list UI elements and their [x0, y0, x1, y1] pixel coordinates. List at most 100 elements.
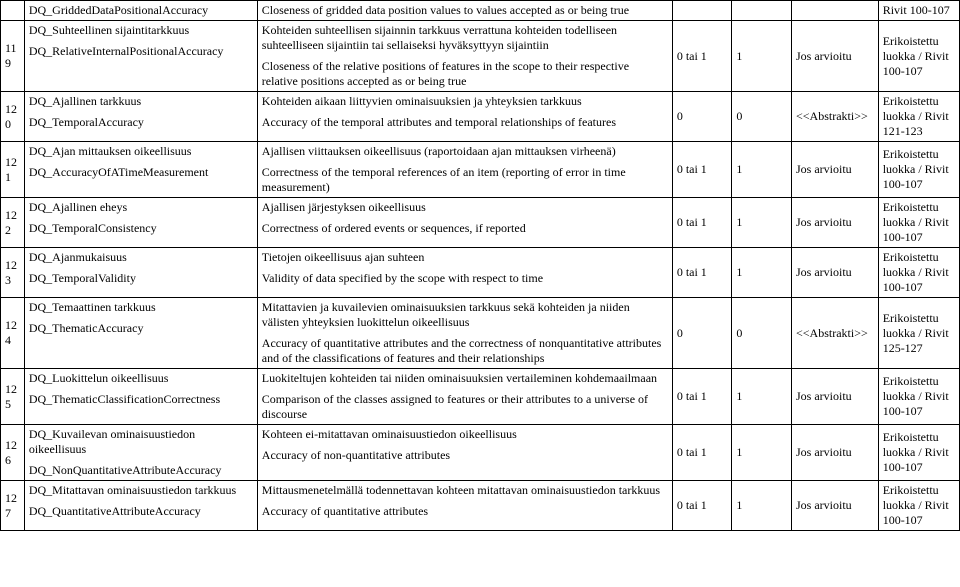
cell-c4	[732, 1, 792, 21]
table-row: DQ_GriddedDataPositionalAccuracy Closenes…	[1, 1, 960, 21]
cell-c3	[672, 1, 732, 21]
desc-en: Correctness of ordered events or sequenc…	[262, 221, 668, 236]
name-en: DQ_ThematicClassificationCorrectness	[29, 392, 253, 407]
row-number: 126	[1, 425, 25, 481]
name-en: DQ_QuantitativeAttributeAccuracy	[29, 504, 253, 519]
desc-en: Closeness of the relative positions of f…	[262, 59, 668, 89]
desc-en: Comparison of the classes assigned to fe…	[262, 392, 668, 422]
cell-desc: Tietojen oikeellisuus ajan suhteen Validi…	[257, 248, 672, 298]
row-number: 127	[1, 481, 25, 531]
cell-c3: 0 tai 1	[672, 481, 732, 531]
table-row: 123DQ_AjanmukaisuusDQ_TemporalValidityTi…	[1, 248, 960, 298]
cell-c3: 0 tai 1	[672, 425, 732, 481]
desc-fi: Kohteiden suhteellisen sijainnin tarkkuu…	[262, 23, 668, 53]
row-number: 125	[1, 369, 25, 425]
name-fi: DQ_GriddedDataPositionalAccuracy	[29, 3, 253, 18]
name-en: DQ_TemporalValidity	[29, 271, 253, 286]
desc-fi: Ajallisen järjestyksen oikeellisuus	[262, 200, 668, 215]
name-fi: DQ_Ajallinen eheys	[29, 200, 253, 215]
cell-c5: Jos arvioitu	[792, 198, 879, 248]
desc-fi: Luokiteltujen kohteiden tai niiden omina…	[262, 371, 668, 386]
cell-c6: Erikoistettu luokka / Rivit 100-107	[878, 248, 959, 298]
cell-c6: Erikoistettu luokka / Rivit 100-107	[878, 21, 959, 92]
desc-fi: Mittausmenetelmällä todennettavan kohtee…	[262, 483, 668, 498]
name-en: DQ_TemporalAccuracy	[29, 115, 253, 130]
cell-c5: Jos arvioitu	[792, 248, 879, 298]
cell-c5: Jos arvioitu	[792, 142, 879, 198]
table-row: 120 DQ_Ajallinen tarkkuus DQ_TemporalAccur…	[1, 92, 960, 142]
name-fi: DQ_Temaattinen tarkkuus	[29, 300, 253, 315]
cell-c3: 0 tai 1	[672, 198, 732, 248]
desc-en: Accuracy of the temporal attributes and …	[262, 115, 668, 130]
cell-c5: Jos arvioitu	[792, 369, 879, 425]
name-fi: DQ_Ajallinen tarkkuus	[29, 94, 253, 109]
table-row: 122 DQ_Ajallinen eheys DQ_TemporalConsiste…	[1, 198, 960, 248]
cell-c6: Erikoistettu luokka / Rivit 100-107	[878, 369, 959, 425]
cell-c6: Erikoistettu luokka / Rivit 100-107	[878, 481, 959, 531]
cell-c4: 1	[732, 369, 792, 425]
desc-fi: Closeness of gridded data position value…	[262, 3, 668, 18]
cell-c3: 0	[672, 298, 732, 369]
desc-fi: Tietojen oikeellisuus ajan suhteen	[262, 250, 668, 265]
cell-c5: Jos arvioitu	[792, 481, 879, 531]
cell-name: DQ_Temaattinen tarkkuus DQ_ThematicAccura…	[24, 298, 257, 369]
cell-c6: Erikoistettu luokka / Rivit 100-107	[878, 142, 959, 198]
cell-c5: <<Abstrakti>>	[792, 298, 879, 369]
cell-c3: 0	[672, 92, 732, 142]
cell-c6: Erikoistettu luokka / Rivit 100-107	[878, 198, 959, 248]
cell-c5: Jos arvioitu	[792, 21, 879, 92]
name-en: DQ_RelativeInternalPositionalAccuracy	[29, 44, 253, 59]
cell-c4: 1	[732, 198, 792, 248]
cell-c3: 0 tai 1	[672, 142, 732, 198]
cell-name: DQ_Kuvailevan ominaisuustiedon oikeellis…	[24, 425, 257, 481]
cell-c4: 1	[732, 481, 792, 531]
cell-c4: 1	[732, 425, 792, 481]
desc-en: Accuracy of non-quantitative attributes	[262, 448, 668, 463]
cell-desc: Mitattavien ja kuvailevien ominaisuuksie…	[257, 298, 672, 369]
desc-en: Accuracy of quantitative attributes and …	[262, 336, 668, 366]
cell-name: DQ_Luokittelun oikeellisuus DQ_ThematicCl…	[24, 369, 257, 425]
table-row: 119DQ_Suhteellinen sijaintitarkkuusDQ_Re…	[1, 21, 960, 92]
cell-c3: 0 tai 1	[672, 248, 732, 298]
cell-c4: 1	[732, 142, 792, 198]
table-row: 121 DQ_Ajan mittauksen oikeellisuus DQ_Acc…	[1, 142, 960, 198]
table-row: 124 DQ_Temaattinen tarkkuus DQ_ThematicAcc…	[1, 298, 960, 369]
cell-name: DQ_Ajallinen tarkkuus DQ_TemporalAccuracy	[24, 92, 257, 142]
cell-name: DQ_Ajan mittauksen oikeellisuus DQ_Accura…	[24, 142, 257, 198]
row-number: 121	[1, 142, 25, 198]
name-en: DQ_NonQuantitativeAttributeAccuracy	[29, 463, 253, 478]
desc-en: Validity of data specified by the scope …	[262, 271, 668, 286]
name-en: DQ_AccuracyOfATimeMeasurement	[29, 165, 253, 180]
desc-en: Accuracy of quantitative attributes	[262, 504, 668, 519]
cell-desc: Kohteen ei-mitattavan ominaisuustiedon o…	[257, 425, 672, 481]
row-number: 122	[1, 198, 25, 248]
cell-c6: Erikoistettu luokka / Rivit 125-127	[878, 298, 959, 369]
cell-name: DQ_GriddedDataPositionalAccuracy	[24, 1, 257, 21]
row-number: 124	[1, 298, 25, 369]
cell-name: DQ_AjanmukaisuusDQ_TemporalValidity	[24, 248, 257, 298]
desc-fi: Ajallisen viittauksen oikeellisuus (rapo…	[262, 144, 668, 159]
cell-c4: 0	[732, 298, 792, 369]
table-row: 125 DQ_Luokittelun oikeellisuus DQ_Themati…	[1, 369, 960, 425]
desc-en: Correctness of the temporal references o…	[262, 165, 668, 195]
row-number: 120	[1, 92, 25, 142]
table-row: 126DQ_Kuvailevan ominaisuustiedon oikeel…	[1, 425, 960, 481]
name-en: DQ_TemporalConsistency	[29, 221, 253, 236]
cell-c4: 0	[732, 92, 792, 142]
name-fi: DQ_Ajan mittauksen oikeellisuus	[29, 144, 253, 159]
cell-c5: <<Abstrakti>>	[792, 92, 879, 142]
cell-c4: 1	[732, 248, 792, 298]
cell-desc: Closeness of gridded data position value…	[257, 1, 672, 21]
desc-fi: Kohteiden aikaan liittyvien ominaisuuksi…	[262, 94, 668, 109]
cell-desc: Kohteiden suhteellisen sijainnin tarkkuu…	[257, 21, 672, 92]
cell-c3: 0 tai 1	[672, 21, 732, 92]
cell-c6: Erikoistettu luokka / Rivit 100-107	[878, 425, 959, 481]
name-fi: DQ_Suhteellinen sijaintitarkkuus	[29, 23, 253, 38]
cell-desc: Kohteiden aikaan liittyvien ominaisuuksi…	[257, 92, 672, 142]
name-fi: DQ_Kuvailevan ominaisuustiedon oikeellis…	[29, 427, 253, 457]
row-number: 123	[1, 248, 25, 298]
name-en: DQ_ThematicAccuracy	[29, 321, 253, 336]
name-fi: DQ_Mitattavan ominaisuustiedon tarkkuus	[29, 483, 253, 498]
name-fi: DQ_Luokittelun oikeellisuus	[29, 371, 253, 386]
cell-desc: Luokiteltujen kohteiden tai niiden omina…	[257, 369, 672, 425]
